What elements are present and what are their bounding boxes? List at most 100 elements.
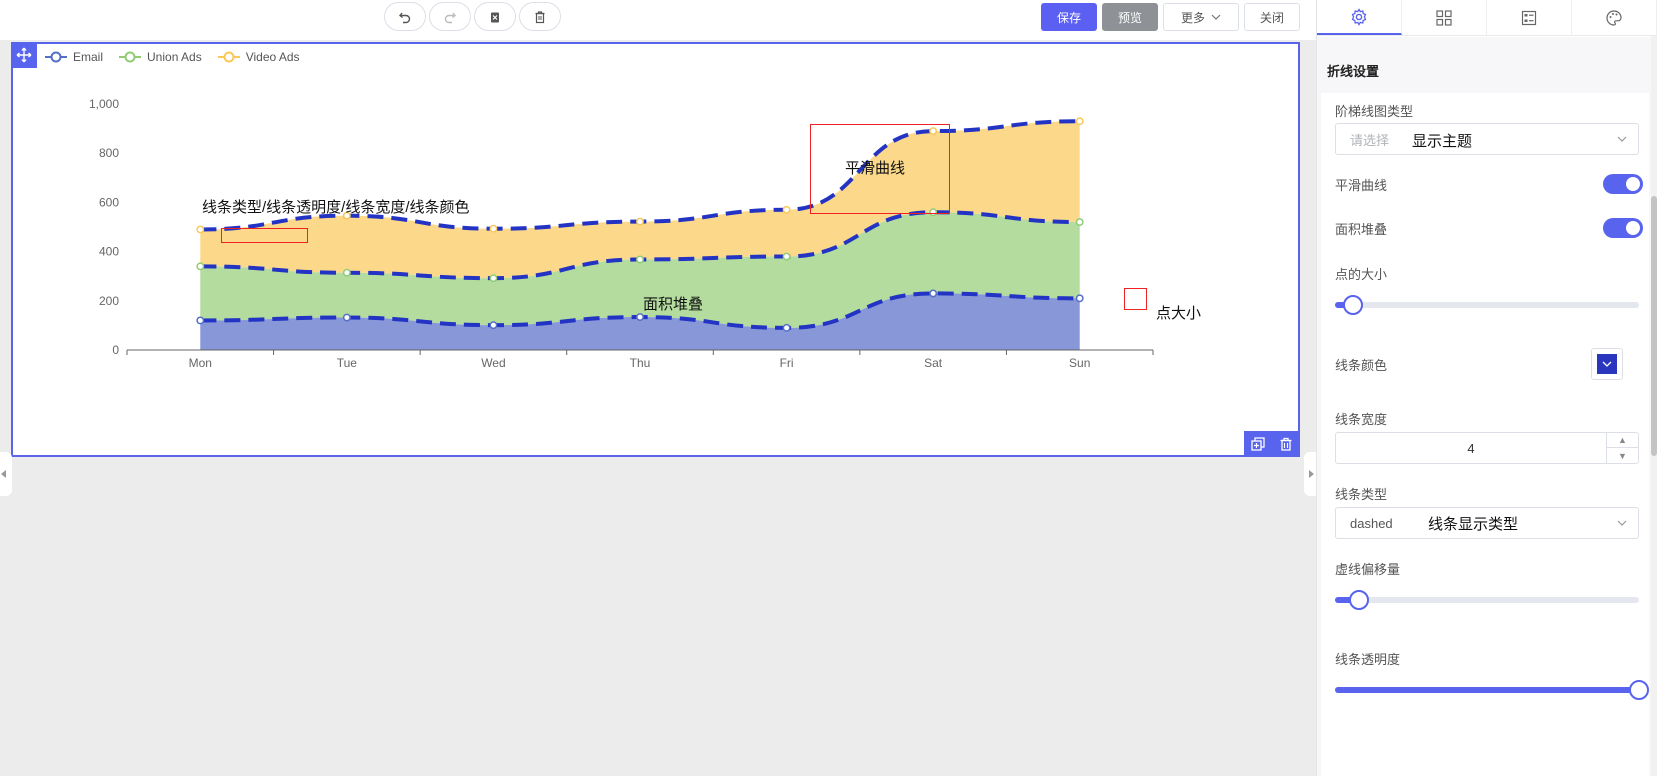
panel-tabs	[1317, 0, 1657, 36]
dash-offset-label: 虚线偏移量	[1335, 562, 1401, 577]
area-stack-label: 面积堆叠	[1335, 222, 1388, 237]
slider-thumb[interactable]	[1349, 590, 1370, 610]
area-union-ads	[200, 212, 1080, 328]
data-point	[636, 217, 644, 226]
scroll-thumb[interactable]	[1651, 196, 1657, 456]
data-point	[196, 262, 205, 271]
redo-button[interactable]	[429, 2, 471, 31]
x-tick-label: Fri	[780, 356, 794, 370]
annotation-point-size: 点大小	[1156, 305, 1202, 322]
line-color-label: 线条颜色	[1335, 358, 1388, 373]
move-icon	[16, 47, 32, 63]
more-dropdown[interactable]: 更多	[1163, 3, 1239, 31]
clear-icon	[491, 12, 499, 22]
redo-icon	[444, 12, 456, 23]
annotation-smooth: 平滑曲线	[845, 160, 906, 177]
line-type-select[interactable]: dashed 线条显示类型	[1335, 507, 1639, 539]
close-button[interactable]: 关闭	[1244, 3, 1300, 31]
tab-settings[interactable]	[1317, 0, 1402, 35]
palette-icon	[1606, 9, 1622, 26]
x-tick-label: Mon	[189, 356, 212, 370]
y-tick-label: 400	[99, 245, 119, 259]
chevron-down-icon	[1211, 14, 1221, 20]
trash-icon	[535, 10, 545, 23]
data-point	[929, 127, 938, 136]
delete-button[interactable]	[519, 2, 561, 31]
left-collapse-handle[interactable]	[0, 452, 12, 496]
legend-item-union-ads[interactable]: Union Ads	[119, 50, 202, 64]
slider-thumb[interactable]	[1343, 295, 1364, 315]
legend-marker	[45, 51, 67, 63]
x-tick-label: Sat	[924, 356, 943, 370]
line-settings-card: 阶梯线图类型 请选择 显示主题 平滑曲线 面积堆叠 点的大小 线条颜色 线	[1321, 93, 1649, 776]
settings-panel: 折线设置 阶梯线图类型 请选择 显示主题 平滑曲线 面积堆叠 点的大小 线条颜色	[1316, 0, 1657, 776]
decrement-button[interactable]: ▼	[1618, 450, 1627, 461]
data-point	[342, 211, 351, 220]
color-swatch	[1597, 354, 1617, 374]
trash-icon	[1280, 437, 1292, 451]
legend-label: Email	[73, 50, 104, 64]
x-tick-label: Sun	[1069, 356, 1090, 370]
chevron-down-icon	[1617, 136, 1627, 142]
dash-offset-slider[interactable]	[1335, 590, 1639, 610]
step-type-select[interactable]: 请选择 显示主题	[1335, 123, 1639, 155]
tab-theme[interactable]	[1572, 0, 1657, 35]
chart-widget[interactable]: Email Union Ads Video Ads 0 200 400 600 800 1…	[11, 42, 1300, 457]
panel-scrollbar[interactable]	[1651, 36, 1657, 776]
smooth-toggle[interactable]	[1603, 174, 1643, 194]
gear-icon	[1351, 7, 1367, 26]
save-button[interactable]: 保存	[1041, 3, 1097, 31]
point-size-slider[interactable]	[1335, 295, 1639, 315]
undo-button[interactable]	[384, 2, 426, 31]
point-size-label: 点的大小	[1335, 267, 1388, 282]
clear-button[interactable]	[474, 2, 516, 31]
chevron-down-icon	[1617, 520, 1627, 526]
copy-icon	[1251, 437, 1265, 451]
line-color-picker[interactable]	[1591, 348, 1623, 380]
y-tick-label: 200	[99, 294, 119, 308]
data-point	[636, 313, 644, 321]
history-controls	[384, 2, 561, 31]
move-handle[interactable]	[11, 42, 37, 68]
tab-data[interactable]	[1487, 0, 1572, 35]
data-point	[782, 205, 791, 214]
annotation-line-props: 线条类型/线条透明度/线条宽度/线条颜色	[202, 199, 470, 216]
data-point	[1075, 117, 1084, 126]
grid-icon	[1436, 9, 1452, 26]
y-tick-label: 600	[99, 195, 119, 209]
annotation-box-point	[1124, 288, 1147, 310]
step-type-annotation: 显示主题	[1412, 133, 1473, 150]
increment-button[interactable]: ▲	[1607, 433, 1638, 448]
data-point	[1075, 218, 1084, 227]
data-point	[782, 252, 791, 261]
more-label: 更多	[1180, 10, 1205, 25]
legend-item-video-ads[interactable]: Video Ads	[217, 50, 300, 64]
slider-thumb[interactable]	[1629, 680, 1649, 700]
legend-marker	[217, 51, 240, 63]
y-tick-label: 0	[112, 343, 119, 357]
delete-widget-button[interactable]	[1272, 431, 1300, 457]
data-point	[196, 225, 205, 234]
preview-button[interactable]: 预览	[1102, 3, 1158, 31]
caret-right-icon	[1309, 470, 1314, 478]
line-width-input[interactable]: 4 ▲ ▼	[1335, 432, 1639, 464]
tab-layout[interactable]	[1402, 0, 1487, 35]
right-collapse-handle[interactable]	[1304, 452, 1316, 496]
chevron-down-icon	[1602, 361, 1612, 367]
legend-label: Union Ads	[147, 50, 202, 64]
area-stack-toggle[interactable]	[1603, 218, 1643, 238]
step-type-label: 阶梯线图类型	[1335, 104, 1414, 119]
x-tick-label: Tue	[337, 356, 358, 370]
slider-fill	[1335, 597, 1360, 603]
x-tick-label: Wed	[481, 356, 505, 370]
chart-legend: Email Union Ads Video Ads	[45, 50, 300, 64]
annotation-box-smooth	[810, 124, 950, 214]
caret-left-icon	[1, 470, 6, 478]
annotation-box-line	[221, 228, 308, 243]
data-point	[342, 313, 351, 322]
legend-item-email[interactable]: Email	[45, 50, 103, 64]
step-type-placeholder: 请选择	[1350, 132, 1390, 148]
line-opacity-slider[interactable]	[1335, 680, 1649, 700]
legend-marker	[119, 51, 142, 63]
copy-widget-button[interactable]	[1244, 431, 1272, 457]
